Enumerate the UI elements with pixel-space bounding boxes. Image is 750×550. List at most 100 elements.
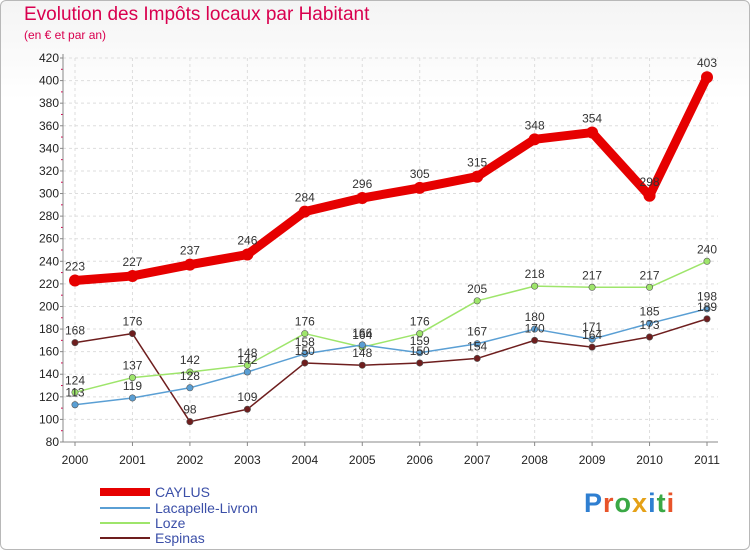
series-line bbox=[70, 72, 712, 285]
data-point bbox=[703, 315, 711, 323]
x-tick-labels: 2000 2001 2002 2003 2004 2005 2006 2007 2008 2009… bbox=[62, 453, 721, 467]
x-tick-label: 2005 bbox=[349, 453, 376, 467]
data-label: 205 bbox=[467, 282, 487, 296]
data-point bbox=[473, 354, 481, 362]
data-label: 315 bbox=[467, 156, 487, 170]
y-tick-label: 420 bbox=[39, 51, 59, 65]
data-label: 168 bbox=[65, 324, 85, 338]
data-point bbox=[473, 297, 481, 305]
data-point bbox=[643, 189, 656, 202]
data-point bbox=[69, 274, 81, 287]
y-tick-label: 140 bbox=[39, 367, 59, 381]
legend-label: CAYLUS bbox=[155, 484, 210, 500]
data-label: 166 bbox=[352, 326, 372, 340]
series-lacapelle-livron bbox=[71, 305, 711, 409]
data-point bbox=[243, 361, 251, 369]
data-label: 354 bbox=[582, 112, 602, 126]
data-point bbox=[358, 361, 366, 369]
y-tick-label: 100 bbox=[39, 412, 59, 426]
y-tick-label: 300 bbox=[39, 187, 59, 201]
data-point bbox=[241, 248, 254, 261]
legend-item: Loze bbox=[100, 515, 186, 531]
chart-title: Evolution des Impôts locaux par Habitant bbox=[24, 4, 370, 25]
legend-label: Loze bbox=[155, 515, 186, 531]
y-tick-label: 200 bbox=[39, 299, 59, 313]
data-point bbox=[646, 319, 654, 327]
data-label: 119 bbox=[123, 379, 142, 393]
y-tick-label: 380 bbox=[39, 96, 59, 110]
data-label: 164 bbox=[352, 328, 372, 342]
y-tick-label: 120 bbox=[39, 390, 59, 404]
data-point bbox=[71, 401, 79, 409]
data-label: 176 bbox=[295, 315, 315, 329]
data-label: 167 bbox=[467, 325, 487, 339]
data-point bbox=[71, 388, 79, 396]
logo-letter: t bbox=[656, 488, 667, 518]
y-tick-label: 220 bbox=[39, 277, 59, 291]
series-line bbox=[74, 318, 708, 423]
x-tick-label: 2000 bbox=[62, 453, 89, 467]
data-point bbox=[416, 330, 424, 338]
data-label: 137 bbox=[122, 359, 142, 373]
legend-item: Espinas bbox=[100, 530, 205, 546]
y-tick-label: 180 bbox=[39, 322, 59, 336]
data-label: 237 bbox=[180, 244, 200, 258]
series-loze bbox=[71, 257, 711, 396]
data-label: 176 bbox=[122, 315, 142, 329]
data-point bbox=[528, 133, 541, 146]
data-label: 348 bbox=[525, 118, 545, 132]
data-label: 128 bbox=[180, 369, 200, 383]
data-point bbox=[186, 368, 194, 376]
data-point bbox=[588, 335, 596, 343]
data-point bbox=[128, 330, 136, 338]
x-tick-label: 2007 bbox=[464, 453, 491, 467]
x-tick-label: 2010 bbox=[636, 453, 663, 467]
data-point bbox=[128, 374, 136, 382]
y-tick-label: 320 bbox=[39, 164, 59, 178]
logo-letter: x bbox=[632, 488, 649, 518]
data-label: 170 bbox=[525, 321, 545, 335]
data-point bbox=[243, 368, 251, 376]
data-label: 185 bbox=[640, 304, 660, 318]
data-point bbox=[243, 405, 251, 413]
data-point bbox=[531, 325, 539, 333]
data-label: 150 bbox=[410, 344, 430, 358]
series-line bbox=[74, 307, 708, 406]
series-espinas bbox=[71, 315, 711, 426]
data-label: 218 bbox=[525, 267, 545, 281]
data-label: 240 bbox=[697, 242, 717, 256]
data-label: 305 bbox=[410, 167, 430, 181]
x-tick-label: 2004 bbox=[291, 453, 318, 467]
logo-letter: P bbox=[584, 488, 604, 518]
x-tick-label: 2009 bbox=[579, 453, 606, 467]
data-label: 148 bbox=[352, 346, 372, 360]
data-label: 189 bbox=[697, 300, 717, 314]
data-point bbox=[71, 339, 79, 347]
data-point bbox=[416, 349, 424, 357]
data-label: 180 bbox=[525, 310, 545, 324]
y-tick-label: 400 bbox=[39, 74, 59, 88]
data-label: 298 bbox=[640, 175, 660, 189]
y-tick-labels: 80 100 120 140 160 180 200 220 240 260 280 300 320 34… bbox=[39, 51, 59, 449]
x-tick-label: 2008 bbox=[521, 453, 548, 467]
x-tick-label: 2003 bbox=[234, 453, 261, 467]
data-point bbox=[473, 340, 481, 348]
data-point bbox=[646, 283, 654, 291]
data-label: 176 bbox=[410, 315, 430, 329]
data-point bbox=[413, 181, 426, 194]
data-label: 173 bbox=[640, 318, 660, 332]
y-tick-label: 80 bbox=[46, 435, 60, 449]
logo-letter: o bbox=[614, 488, 633, 518]
logo-letter: i bbox=[666, 488, 676, 518]
data-label: 142 bbox=[180, 353, 200, 367]
y-tick-label: 340 bbox=[39, 141, 59, 155]
data-point bbox=[531, 282, 539, 290]
data-label: 217 bbox=[582, 268, 602, 282]
data-label: 98 bbox=[183, 403, 197, 417]
data-point bbox=[471, 170, 484, 183]
x-tick-label: 2001 bbox=[119, 453, 146, 467]
data-point bbox=[301, 350, 309, 358]
